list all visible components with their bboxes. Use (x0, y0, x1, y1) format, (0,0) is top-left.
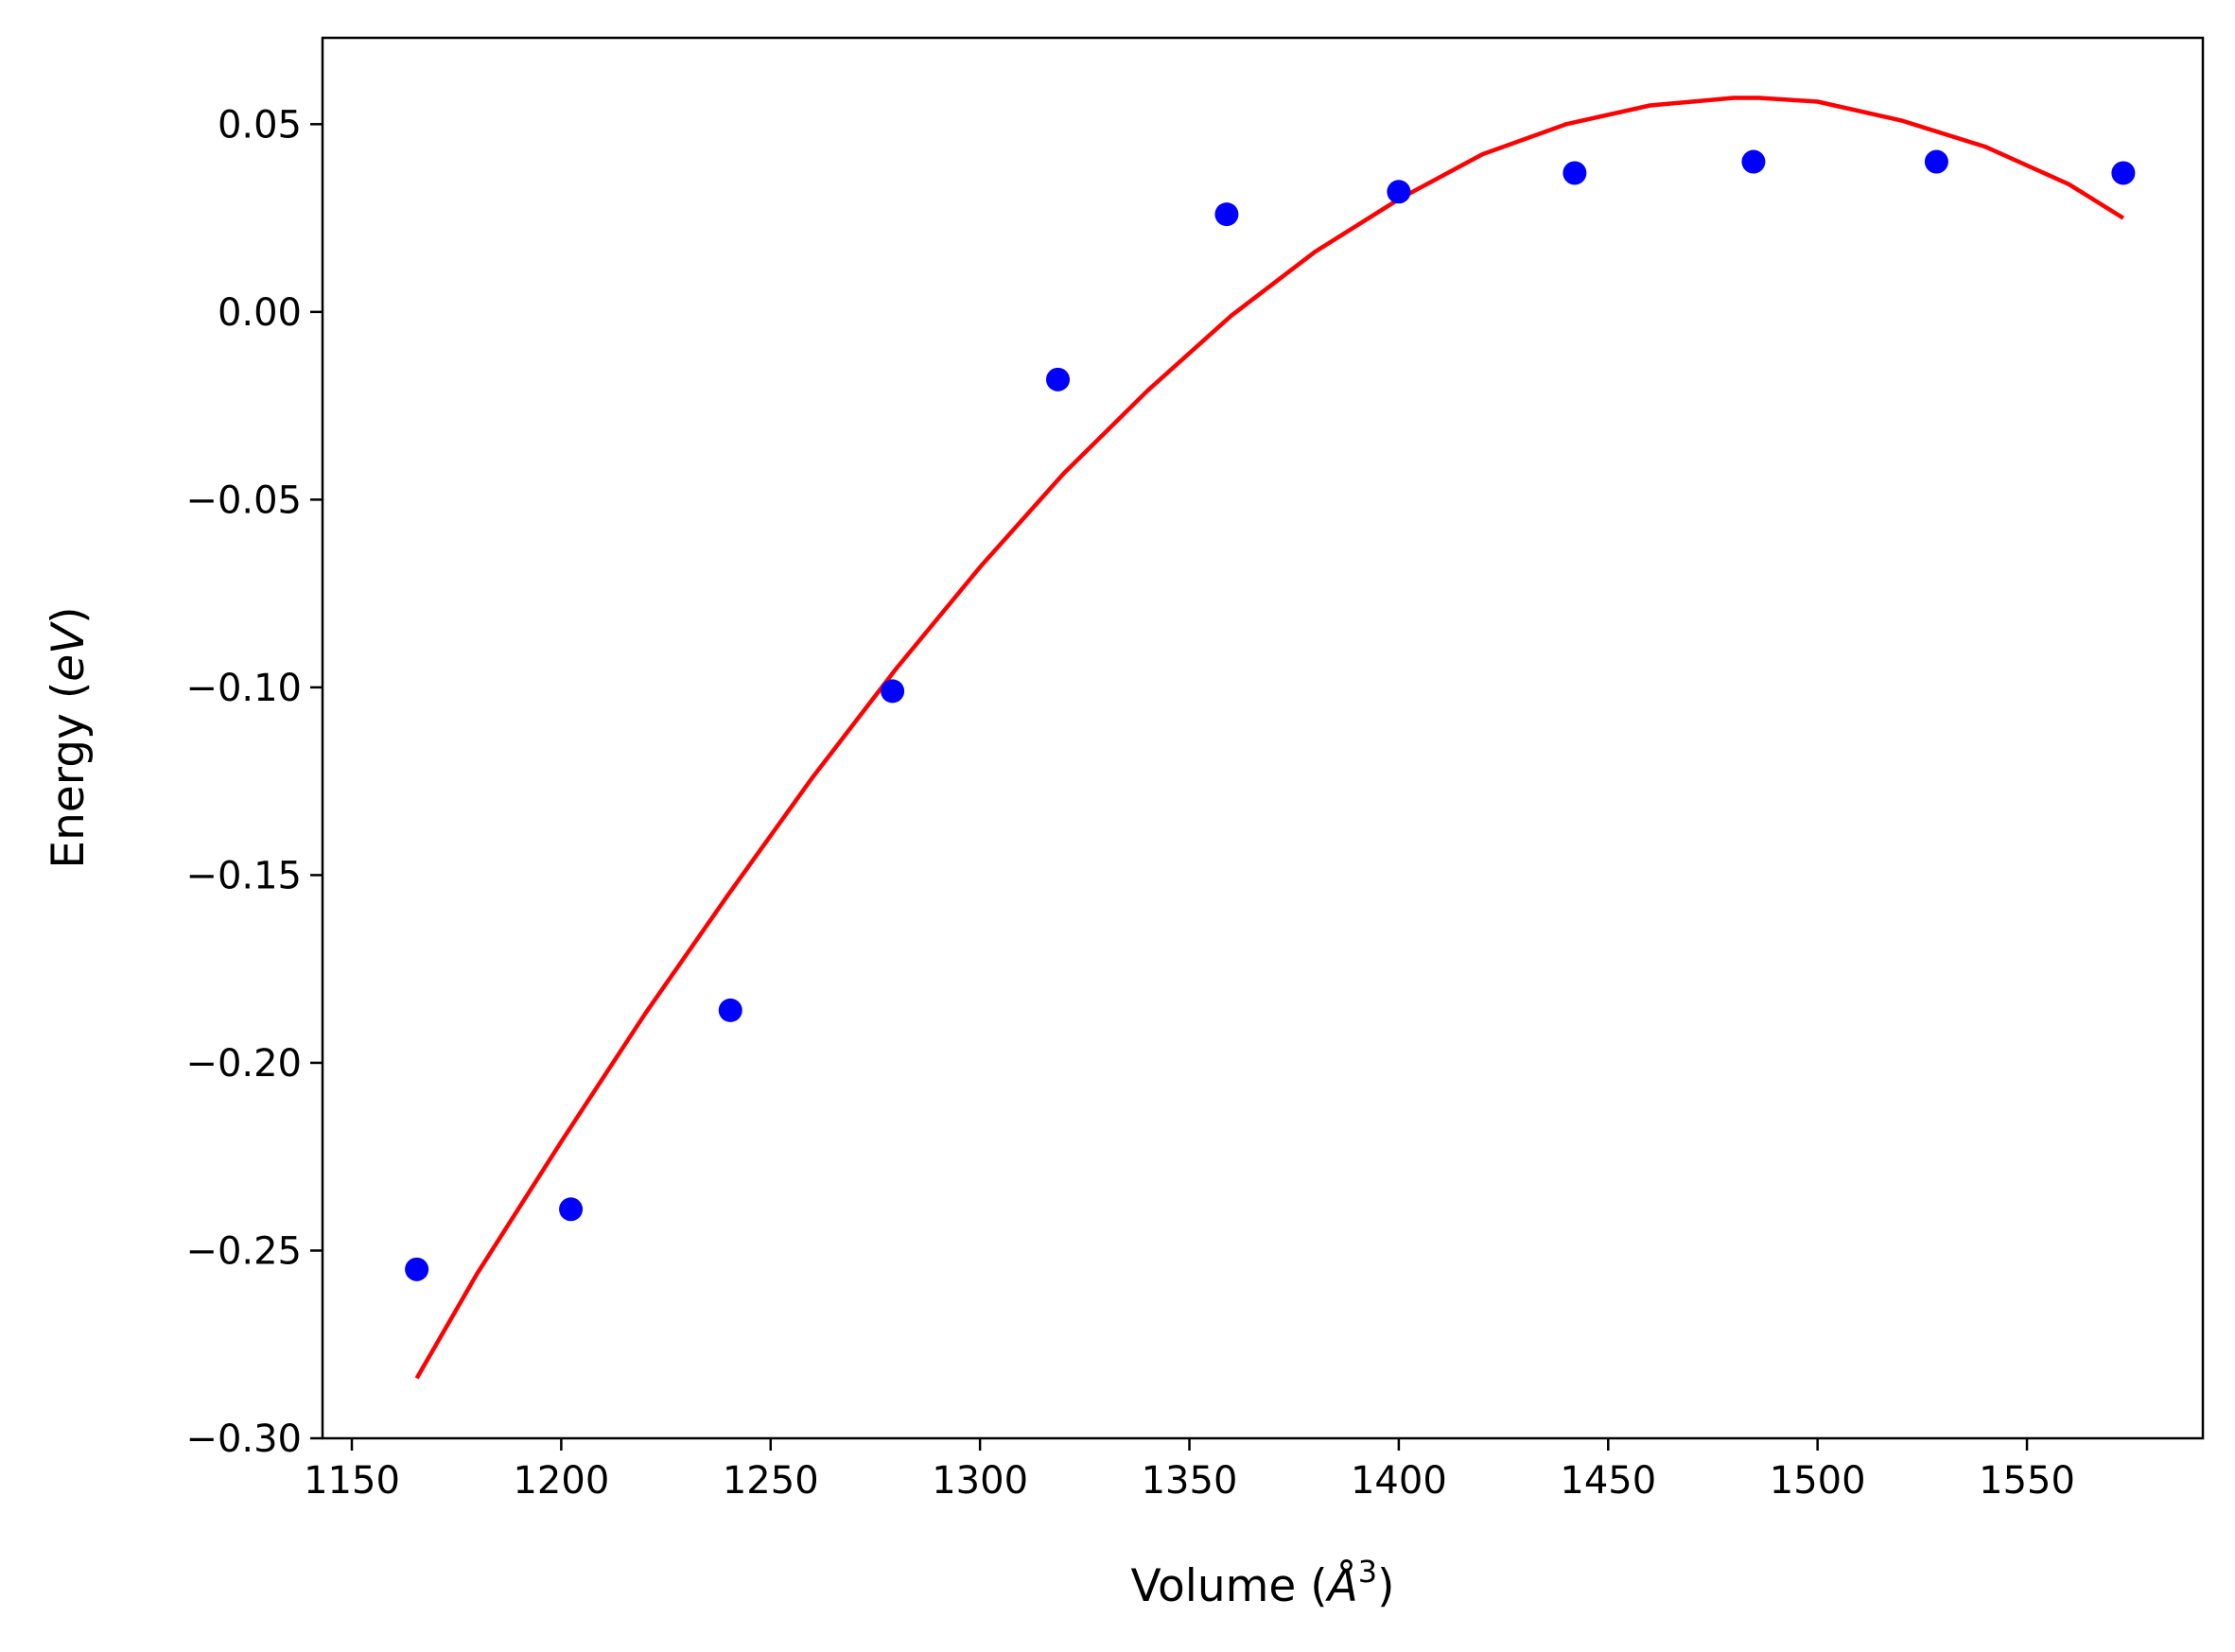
data-point (2111, 161, 2136, 185)
x-axis-label-superscript: 3 (1358, 1554, 1377, 1590)
y-tick-label: −0.30 (185, 1417, 302, 1461)
x-tick-label: 1550 (1979, 1459, 2075, 1503)
data-point (1387, 180, 1411, 204)
x-axis-label-suffix: ) (1377, 1560, 1394, 1612)
data-point (1563, 161, 1587, 185)
x-tick-label: 1200 (513, 1459, 609, 1503)
y-axis-label-prefix: Energy ( (43, 682, 95, 869)
x-tick-label: 1450 (1560, 1459, 1656, 1503)
x-tick-label: 1350 (1142, 1459, 1238, 1503)
data-points-layer (405, 149, 2136, 1281)
x-axis-label-symbol: Å (1325, 1560, 1358, 1612)
y-axis-label-suffix: ) (43, 606, 95, 623)
x-axis-label-prefix: Volume ( (1131, 1560, 1328, 1612)
y-tick-label: −0.20 (185, 1042, 302, 1086)
y-axis-ticks: 0.05 0.00 −0.05 −0.10 −0.15 −0.20 −0.25 −0.30 (185, 103, 323, 1461)
data-point (559, 1197, 584, 1222)
fit-curve-layer (414, 96, 2125, 1380)
x-tick-label: 1400 (1351, 1459, 1447, 1503)
data-point (1045, 367, 1070, 391)
x-tick-label: 1300 (932, 1459, 1028, 1503)
x-axis-label: Volume (Å3) (1131, 1554, 1395, 1612)
x-tick-label: 1250 (723, 1459, 819, 1503)
y-axis-label-symbol: eV (43, 621, 95, 682)
y-tick-label: 0.05 (218, 103, 302, 147)
y-tick-label: 0.00 (218, 291, 302, 335)
data-point (718, 998, 742, 1022)
y-tick-label: −0.05 (185, 478, 302, 522)
fit-curve-line (414, 96, 2125, 1380)
y-tick-label: −0.25 (185, 1229, 302, 1273)
x-tick-label: 1500 (1770, 1459, 1866, 1503)
plot-area (323, 38, 2203, 1438)
y-axis-label: Energy (eV) (43, 606, 95, 868)
data-point (881, 679, 905, 704)
data-point (1214, 202, 1239, 227)
y-tick-label: −0.10 (185, 667, 302, 710)
data-point (1924, 149, 1948, 174)
data-point (1741, 149, 1766, 174)
y-tick-label: −0.15 (185, 854, 302, 897)
data-point (405, 1257, 429, 1281)
x-tick-label: 1150 (304, 1459, 400, 1503)
plot-frame (321, 36, 2205, 1440)
x-axis-ticks: 1150 1200 1250 1300 1350 1400 1450 1500 1550 (304, 1438, 2075, 1503)
